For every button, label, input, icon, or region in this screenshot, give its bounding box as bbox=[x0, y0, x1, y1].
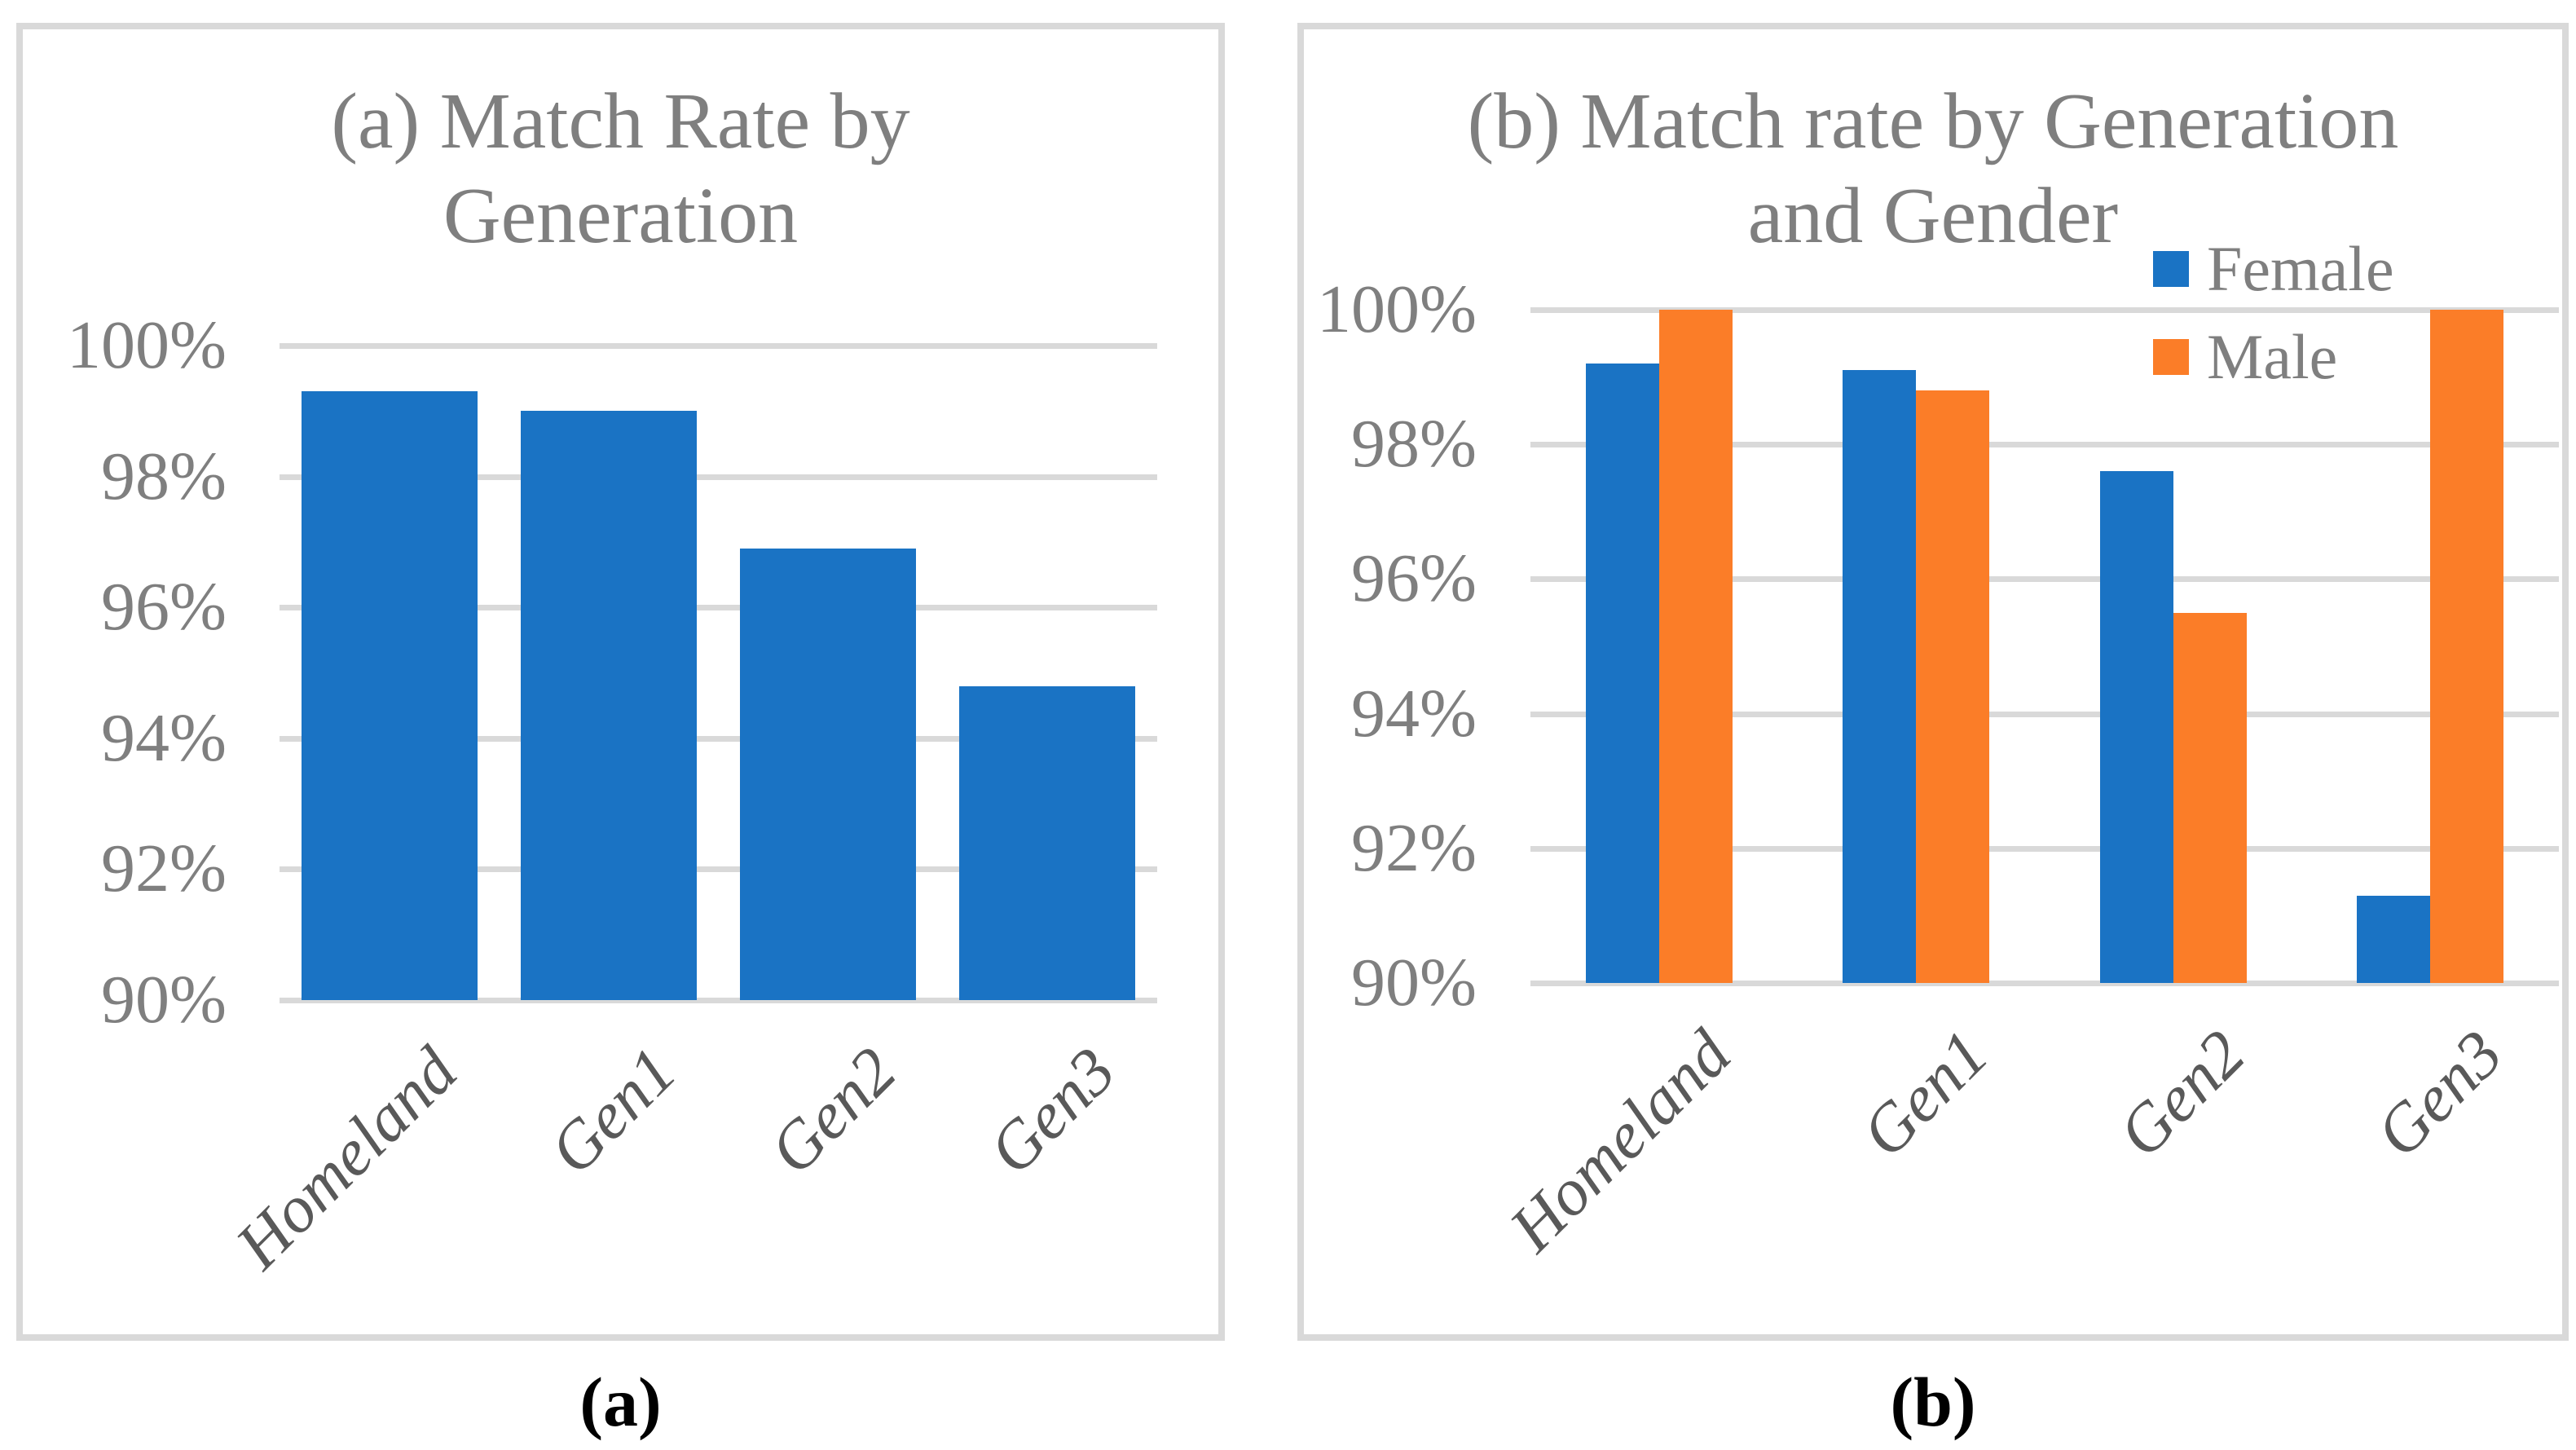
chart-b-title-line-1: (b) Match rate by Generation bbox=[1467, 77, 2399, 165]
gridline bbox=[1530, 307, 2559, 313]
caption-b: (b) bbox=[1890, 1363, 1976, 1441]
bar-homeland-female bbox=[1585, 364, 1659, 983]
bar-gen2-female bbox=[2099, 471, 2173, 983]
y-axis-tick-label: 96% bbox=[1351, 540, 1477, 617]
gridline bbox=[280, 866, 1157, 873]
legend-label-male: Male bbox=[2207, 321, 2338, 392]
x-category-label-gen1: Gen1 bbox=[1847, 1016, 2002, 1171]
bar-gen3 bbox=[959, 685, 1136, 1000]
gridline bbox=[280, 474, 1157, 480]
chart-a-title-line-2: Generation bbox=[443, 171, 799, 260]
bar-gen1-male bbox=[1916, 390, 1990, 983]
y-axis-tick-label: 94% bbox=[101, 699, 227, 776]
y-axis-tick-label: 94% bbox=[1351, 675, 1477, 751]
bar-gen3-female bbox=[2357, 895, 2431, 983]
gridline bbox=[280, 735, 1157, 742]
bar-gen1 bbox=[520, 411, 697, 1000]
legend-label-female: Female bbox=[2207, 233, 2394, 304]
bar-homeland-male bbox=[1658, 310, 1733, 983]
y-axis-tick-label: 98% bbox=[101, 438, 227, 514]
y-axis-tick-label: 100% bbox=[1317, 271, 1477, 347]
y-axis-tick-label: 98% bbox=[1351, 406, 1477, 483]
chart-a-plot-area: 100% 98% 96% 94% 92% 90% Homeland Gen1 Gen2 Gen3 bbox=[23, 29, 1218, 1334]
chart-a-title: (a) Match Rate by Generation bbox=[23, 75, 1218, 263]
bar-gen2 bbox=[740, 548, 917, 1000]
x-category-label-gen3: Gen3 bbox=[974, 1033, 1129, 1188]
legend-swatch-female-icon bbox=[2153, 251, 2189, 287]
bar-gen1-female bbox=[1843, 370, 1917, 983]
chart-b-plot-area: 100% 98% 96% 94% 92% 90% Homeland Gen1 Gen2 Gen3 bbox=[1304, 29, 2562, 1334]
chart-a-title-line-1: (a) Match Rate by bbox=[331, 77, 910, 165]
gridline bbox=[280, 343, 1157, 349]
legend-item-female: Female bbox=[2153, 233, 2394, 305]
gridline bbox=[1530, 576, 2559, 583]
y-axis-tick-label: 90% bbox=[1351, 945, 1477, 1020]
chart-b-title-line-2: and Gender bbox=[1747, 171, 2119, 260]
gridline bbox=[1530, 711, 2559, 717]
chart-panel-b: (b) Match rate by Generation and Gender … bbox=[1297, 23, 2569, 1341]
x-category-label-homeland: Homeland bbox=[221, 1033, 471, 1283]
y-axis-tick-label: 96% bbox=[101, 569, 227, 646]
legend-swatch-male-icon bbox=[2153, 339, 2189, 375]
y-axis-tick-label: 90% bbox=[101, 962, 227, 1038]
bar-gen3-male bbox=[2430, 310, 2504, 983]
gridline bbox=[1530, 442, 2559, 448]
y-axis-tick-label: 92% bbox=[1351, 809, 1477, 886]
x-category-label-gen2: Gen2 bbox=[2103, 1016, 2259, 1171]
x-category-label-homeland: Homeland bbox=[1495, 1016, 1745, 1266]
x-category-label-gen1: Gen1 bbox=[535, 1033, 690, 1188]
caption-a: (a) bbox=[579, 1363, 662, 1441]
bar-gen2-male bbox=[2173, 612, 2247, 983]
y-axis-tick-label: 92% bbox=[101, 831, 227, 907]
legend-item-male: Male bbox=[2153, 321, 2337, 393]
chart-panel-a: (a) Match Rate by Generation 100% 98% 96% 9… bbox=[16, 23, 1225, 1341]
bar-homeland bbox=[301, 391, 478, 1000]
y-axis-tick-label: 100% bbox=[67, 307, 227, 383]
x-category-label-gen3: Gen3 bbox=[2361, 1016, 2517, 1171]
gridline bbox=[1530, 845, 2559, 852]
gridline bbox=[1530, 981, 2559, 986]
chart-b-title: (b) Match rate by Generation and Gender bbox=[1304, 75, 2562, 263]
gridline bbox=[280, 605, 1157, 611]
x-category-label-gen2: Gen2 bbox=[755, 1033, 910, 1188]
gridline bbox=[280, 998, 1157, 1003]
